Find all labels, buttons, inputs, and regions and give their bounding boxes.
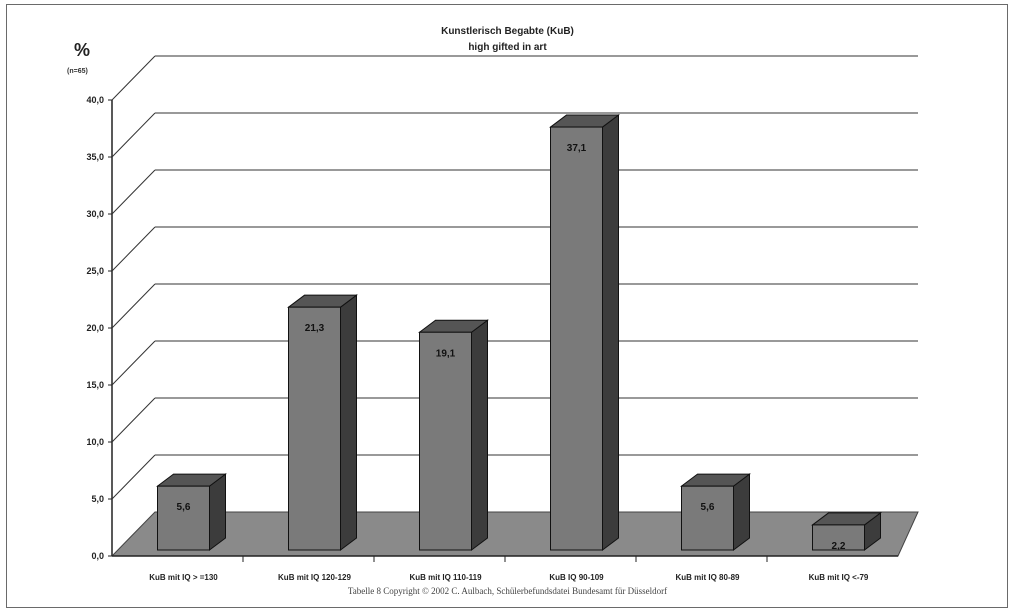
y-tick-label: 30,0 <box>86 209 104 219</box>
y-tick-label: 20,0 <box>86 323 104 333</box>
bar-side <box>209 473 226 551</box>
bar <box>812 524 865 551</box>
x-category-label: KuB mit IQ 80-89 <box>675 573 740 582</box>
y-tick-label: 5,0 <box>91 494 104 504</box>
gridline-diagonal <box>111 283 156 329</box>
y-axis-label: % <box>74 40 91 60</box>
data-label: 21,3 <box>305 323 325 334</box>
bar-side <box>602 114 619 551</box>
data-label: 5,6 <box>177 502 191 513</box>
x-category-label: KuB mit IQ 110-119 <box>409 573 482 582</box>
bar <box>550 126 603 551</box>
bar-side <box>471 319 488 551</box>
x-category-label: KuB mit IQ 120-129 <box>278 573 351 582</box>
data-label: 37,1 <box>567 143 587 154</box>
y-tick-label: 35,0 <box>86 152 104 162</box>
bar-side <box>733 473 750 551</box>
gridline-diagonal <box>111 169 156 215</box>
gridline-diagonal <box>111 55 156 101</box>
y-tick-label: 15,0 <box>86 380 104 390</box>
y-tick-label: 25,0 <box>86 266 104 276</box>
chart-caption: Tabelle 8 Copyright © 2002 C. Aulbach, S… <box>347 586 668 596</box>
data-label: 2,2 <box>832 541 846 552</box>
gridline-diagonal <box>111 226 156 272</box>
chart-subtitle: high gifted in art <box>468 42 547 53</box>
x-category-label: KuB mit IQ <-79 <box>809 573 869 582</box>
data-label: 5,6 <box>701 502 715 513</box>
x-category-label: KuB IQ 90-109 <box>549 573 604 582</box>
y-tick-label: 40,0 <box>86 95 104 105</box>
sample-size-label: (n=65) <box>67 68 88 75</box>
gridline-diagonal <box>111 112 156 158</box>
bar <box>681 485 734 551</box>
gridline-diagonal <box>111 454 156 500</box>
bar <box>288 306 341 551</box>
bar <box>419 331 472 551</box>
x-category-label: KuB mit IQ > =130 <box>149 573 218 582</box>
data-label: 19,1 <box>436 348 456 359</box>
y-tick-label: 0,0 <box>91 551 104 561</box>
bar <box>157 485 210 551</box>
gridline-diagonal <box>111 397 156 443</box>
chart-title: Kunstlerisch Begabte (KuB) <box>441 26 574 37</box>
chart-floor <box>110 511 919 557</box>
y-tick-label: 10,0 <box>86 437 104 447</box>
bar-side <box>340 294 357 551</box>
gridline-diagonal <box>111 340 156 386</box>
